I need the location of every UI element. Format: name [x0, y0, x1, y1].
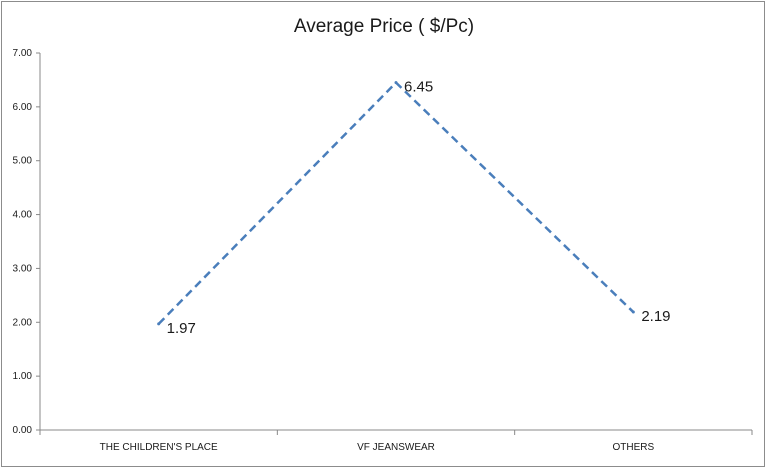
- data-point: [157, 322, 161, 326]
- x-category-label: VF JEANSWEAR: [357, 442, 435, 453]
- x-category-label: THE CHILDREN'S PLACE: [100, 442, 218, 453]
- y-tick-label: 6.00: [13, 102, 33, 113]
- y-tick-labels: 0.00 1.00 2.00 3.00 4.00 5.00 6.00 7.00: [13, 48, 33, 436]
- series-group: [157, 80, 635, 325]
- y-tick-label: 5.00: [13, 156, 33, 167]
- axes: [36, 52, 753, 435]
- data-points: [157, 81, 635, 326]
- y-tick-label: 7.00: [13, 48, 33, 59]
- x-category-label: OTHERS: [612, 442, 654, 453]
- y-tick-label: 0.00: [13, 425, 33, 436]
- x-category-labels: THE CHILDREN'S PLACE VF JEANSWEAR OTHERS: [100, 442, 655, 453]
- data-label: 1.97: [167, 320, 196, 337]
- data-labels: 1.97 6.45 2.19: [167, 79, 671, 337]
- data-label: 6.45: [404, 79, 433, 96]
- data-point: [394, 81, 398, 85]
- y-tick-label: 2.00: [13, 317, 33, 328]
- series-line: [157, 80, 635, 325]
- chart-title: Average Price ( $/Pc): [294, 16, 474, 37]
- data-label: 2.19: [641, 308, 670, 325]
- data-point: [631, 310, 635, 314]
- y-tick-label: 3.00: [13, 263, 33, 274]
- y-tick-label: 1.00: [13, 371, 33, 382]
- y-tick-label: 4.00: [13, 210, 33, 221]
